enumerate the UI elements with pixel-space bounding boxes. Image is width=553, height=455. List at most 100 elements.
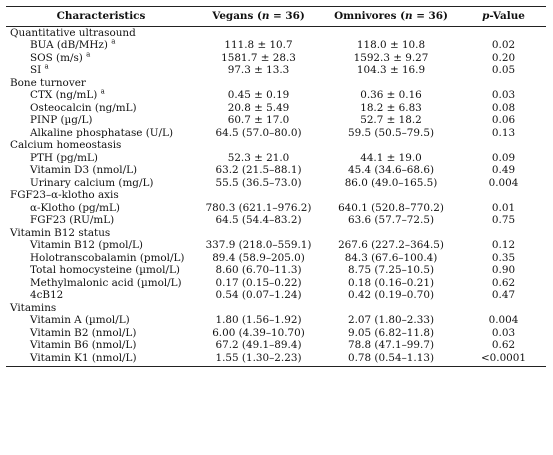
p-value: 0.62 [491, 276, 516, 289]
row-label-text: Alkaline phosphatase (U/L) [30, 126, 173, 139]
table-row: Urinary calcium (mg/L) 55.5 (36.5–73.0) 86… [6, 177, 546, 190]
section-label: Quantitative ultrasound [10, 26, 136, 39]
p-value: 0.01 [491, 201, 516, 214]
vegans-value: 60.7 ± 17.0 [227, 114, 290, 126]
vegans-value: 89.4 (58.9–205.0) [212, 251, 305, 264]
row-label-text: FGF23 (RU/mL) [30, 214, 115, 226]
p-value: 0.09 [491, 151, 516, 164]
row-label: Methylmalonic acid (µmol/L) [6, 277, 196, 290]
table-row: Vitamin B2 (nmol/L) 6.00 (4.39–10.70) 9.05… [6, 327, 546, 340]
row-label-text: α-Klotho (pg/mL) [30, 201, 120, 214]
section-row: Bone turnover [6, 77, 546, 90]
row-label-text: Holotranscobalamin (pmol/L) [30, 251, 185, 264]
table-row: BUA (dB/MHz) a 111.8 ± 10.7 118.0 ± 10.8 0.… [6, 38, 546, 52]
vegans-value: 97.3 ± 13.3 [227, 64, 290, 76]
table-row: Vitamin A (µmol/L) 1.80 (1.56–1.92) 2.07 (… [6, 314, 546, 327]
table-row: Vitamin B6 (nmol/L) 67.2 (49.1–89.4) 78.8 … [6, 339, 546, 352]
table-row: 4cB12 0.54 (0.07–1.24) 0.42 (0.19–0.70) 0.4… [6, 289, 546, 302]
row-label: SI a [6, 62, 196, 77]
table-row: Osteocalcin (ng/mL) 20.8 ± 5.49 18.2 ± 6.8… [6, 102, 546, 115]
section-row: Quantitative ultrasound [6, 26, 546, 39]
omnivores-value: 9.05 (6.82–11.8) [347, 326, 434, 339]
row-label-text: Urinary calcium (mg/L) [30, 176, 154, 189]
p-value: 0.75 [491, 214, 516, 226]
table-row: SI a 97.3 ± 13.3 104.3 ± 16.9 0.05 [6, 62, 546, 77]
row-label-text: 4cB12 [30, 289, 64, 301]
table-row: Vitamin K1 (nmol/L) 1.55 (1.30–2.23) 0.78 … [6, 351, 546, 367]
header-p-letter: p [482, 10, 490, 22]
p-value: 0.05 [491, 64, 516, 76]
vegans-value: 1.55 (1.30–2.23) [196, 351, 321, 367]
section-label: Calcium homeostasis [10, 139, 122, 151]
p-value: 0.12 [491, 239, 516, 251]
vegans-value: 0.45 ± 0.19 [227, 89, 290, 101]
omnivores-value: 86.0 (49.0–165.5) [344, 176, 438, 189]
table-row: SOS (m/s) a 1581.7 ± 28.3 1592.3 ± 9.27 0.2… [6, 50, 546, 65]
p-value: 0.90 [491, 264, 516, 276]
p-value: <0.0001 [461, 351, 546, 367]
row-label-text: PINP (µg/L) [30, 114, 93, 126]
vegans-value: 64.5 (57.0–80.0) [215, 126, 302, 139]
p-value: 0.03 [491, 326, 516, 339]
vegans-value: 0.17 (0.15–0.22) [215, 276, 302, 289]
header-vegans-count: = 36) [269, 10, 305, 22]
omnivores-value: 640.1 (520.8–770.2) [338, 201, 444, 214]
p-value: 0.03 [491, 89, 516, 101]
vegans-value: 0.54 (0.07–1.24) [215, 289, 302, 301]
row-label-text: PTH (pg/mL) [30, 151, 98, 164]
vegans-value: 1581.7 ± 28.3 [221, 51, 296, 64]
row-label-text: CTX (ng/mL) [30, 89, 98, 101]
row-label-text: Vitamin B12 (pmol/L) [30, 239, 143, 251]
vegans-value: 63.2 (21.5–88.1) [215, 164, 302, 176]
p-value: 0.47 [491, 289, 516, 301]
table-body: Quantitative ultrasound BUA (dB/MHz) a 111… [6, 26, 546, 367]
omnivores-value: 78.8 (47.1–99.7) [347, 339, 434, 351]
table-row: Holotranscobalamin (pmol/L) 89.4 (58.9–20… [6, 252, 546, 265]
header-vegans-n: n [261, 10, 270, 22]
omnivores-value: 1592.3 ± 9.27 [353, 51, 429, 64]
row-label-text: SI [30, 64, 42, 76]
omnivores-value: 0.36 ± 0.16 [360, 89, 422, 101]
omnivores-value: 63.6 (57.7–72.5) [347, 214, 434, 226]
vegans-value: 1.80 (1.56–1.92) [215, 314, 302, 326]
table-row: Alkaline phosphatase (U/L) 64.5 (57.0–80.… [6, 127, 546, 140]
row-label-text: BUA (dB/MHz) [30, 39, 108, 51]
omnivores-value: 0.18 (0.16–0.21) [347, 276, 434, 289]
omnivores-value: 59.5 (50.5–79.5) [347, 126, 434, 139]
vegans-value: 6.00 (4.39–10.70) [212, 326, 305, 339]
row-label: Osteocalcin (ng/mL) [6, 102, 196, 115]
vegans-value: 67.2 (49.1–89.4) [215, 339, 302, 351]
row-label-text: SOS (m/s) [30, 51, 83, 64]
section-label: FGF23–α-klotho axis [10, 189, 119, 201]
row-label-text: Vitamin A (µmol/L) [30, 314, 130, 326]
header-vegans: Vegans (n = 36) [196, 6, 321, 27]
header-omnivores-n: n [405, 10, 413, 22]
row-label-text: Vitamin D3 (nmol/L) [30, 164, 138, 176]
footnote-marker: a [86, 50, 91, 59]
row-label: SOS (m/s) a [6, 50, 196, 65]
p-value: 0.004 [488, 176, 519, 189]
section-row: FGF23–α-klotho axis [6, 189, 546, 202]
omnivores-value: 2.07 (1.80–2.33) [347, 314, 434, 326]
omnivores-value: 8.75 (7.25–10.5) [347, 264, 434, 276]
omnivores-value: 45.4 (34.6–68.6) [347, 164, 434, 176]
omnivores-value: 52.7 ± 18.2 [360, 114, 422, 126]
row-label: PINP (µg/L) [6, 114, 196, 127]
header-p-rest: -Value [489, 10, 525, 22]
row-label: Total homocysteine (µmol/L) [6, 264, 196, 277]
p-value: 0.49 [491, 164, 516, 176]
footnote-marker: a [44, 62, 49, 71]
header-omnivores: Omnivores (n = 36) [321, 6, 461, 27]
omnivores-value: 118.0 ± 10.8 [356, 39, 426, 51]
section-row: Calcium homeostasis [6, 139, 546, 152]
row-label: CTX (ng/mL) a [6, 87, 196, 102]
omnivores-value: 267.6 (227.2–364.5) [338, 239, 444, 251]
header-p-value: p-Value [461, 6, 546, 27]
omnivores-value: 44.1 ± 19.0 [360, 151, 422, 164]
row-label: Vitamin A (µmol/L) [6, 314, 196, 327]
p-value: 0.08 [491, 101, 516, 114]
row-label: Vitamin B6 (nmol/L) [6, 339, 196, 352]
footnote-marker: a [100, 87, 105, 96]
p-value: 0.004 [488, 314, 519, 326]
